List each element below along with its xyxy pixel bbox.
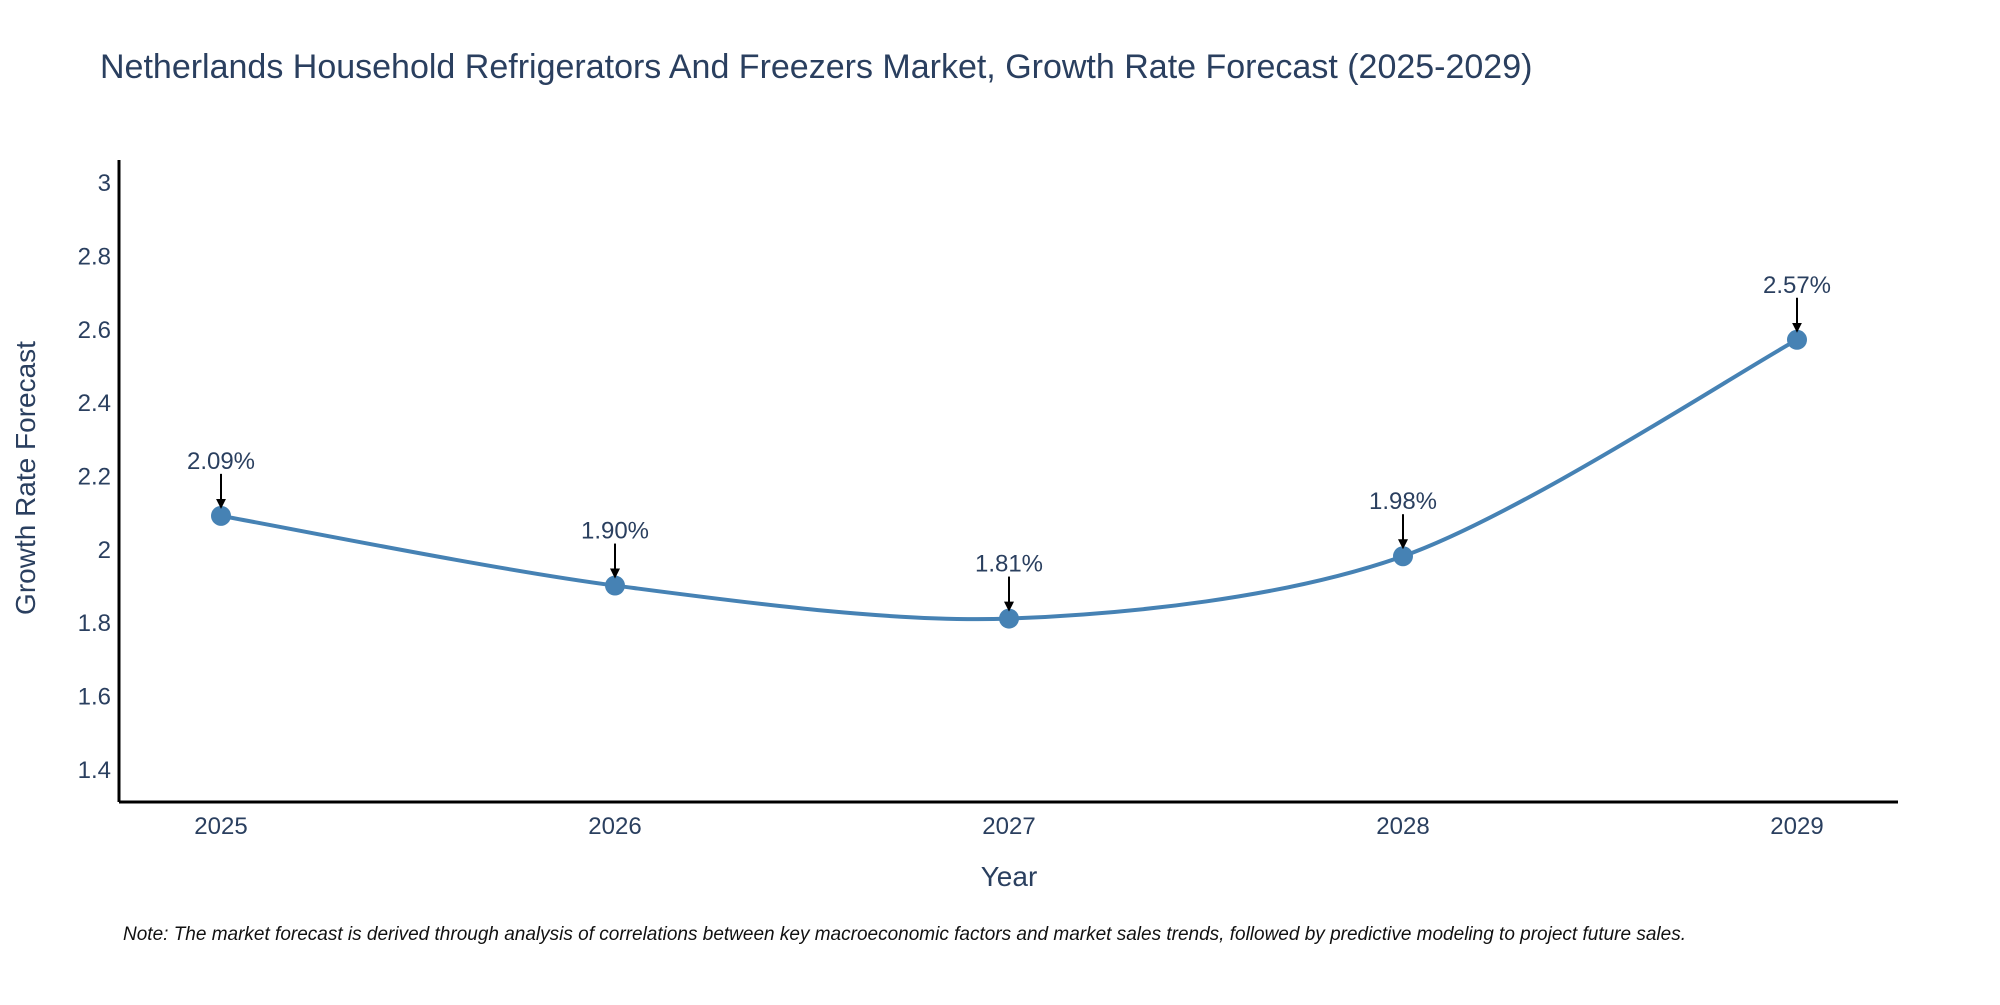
- chart-note: Note: The market forecast is derived thr…: [123, 924, 1686, 945]
- y-tick-label: 1.6: [78, 684, 111, 711]
- data-label: 2.57%: [1763, 272, 1831, 299]
- y-tick-label: 1.8: [78, 610, 111, 637]
- data-label-annotation: 2.09%: [187, 448, 255, 509]
- y-tick-label: 2.6: [78, 317, 111, 344]
- data-point: [211, 505, 231, 526]
- y-tick-label: 2.4: [78, 390, 111, 417]
- data-point: [1787, 329, 1807, 350]
- y-tick-label: 2.2: [78, 463, 111, 490]
- data-point: [605, 575, 625, 596]
- x-tick-label: 2025: [194, 813, 247, 840]
- y-tick-label: 2.8: [78, 243, 111, 270]
- y-tick-label: 3: [98, 170, 111, 197]
- y-tick-label: 1.4: [78, 757, 111, 784]
- y-axis-ticks: 1.4 1.6 1.8 2 2.2 2.4 2.6 2.8 3: [78, 170, 111, 784]
- data-label-annotations: 2.09% 1.90% 1.81% 1.98% 2.57%: [187, 272, 1831, 612]
- data-label-annotation: 1.81%: [975, 551, 1043, 612]
- x-tick-label: 2027: [982, 813, 1035, 840]
- y-tick-label: 2: [98, 537, 111, 564]
- x-axis-ticks: 2025 2026 2027 2028 2029: [194, 813, 1823, 840]
- data-label: 1.98%: [1369, 488, 1437, 515]
- x-tick-label: 2029: [1770, 813, 1823, 840]
- data-label-annotation: 2.57%: [1763, 272, 1831, 333]
- data-points: [211, 329, 1807, 629]
- data-label-annotation: 1.90%: [581, 518, 649, 579]
- data-label: 1.81%: [975, 551, 1043, 578]
- data-label: 2.09%: [187, 448, 255, 475]
- y-axis-title: Growth Rate Forecast: [10, 341, 41, 615]
- x-tick-label: 2026: [588, 813, 641, 840]
- data-point: [999, 608, 1019, 629]
- chart-title: Netherlands Household Refrigerators And …: [100, 48, 1532, 86]
- x-tick-label: 2028: [1376, 813, 1429, 840]
- data-point: [1393, 546, 1413, 567]
- x-axis-title: Year: [981, 861, 1038, 892]
- data-label-annotation: 1.98%: [1369, 488, 1437, 550]
- data-label: 1.90%: [581, 518, 649, 545]
